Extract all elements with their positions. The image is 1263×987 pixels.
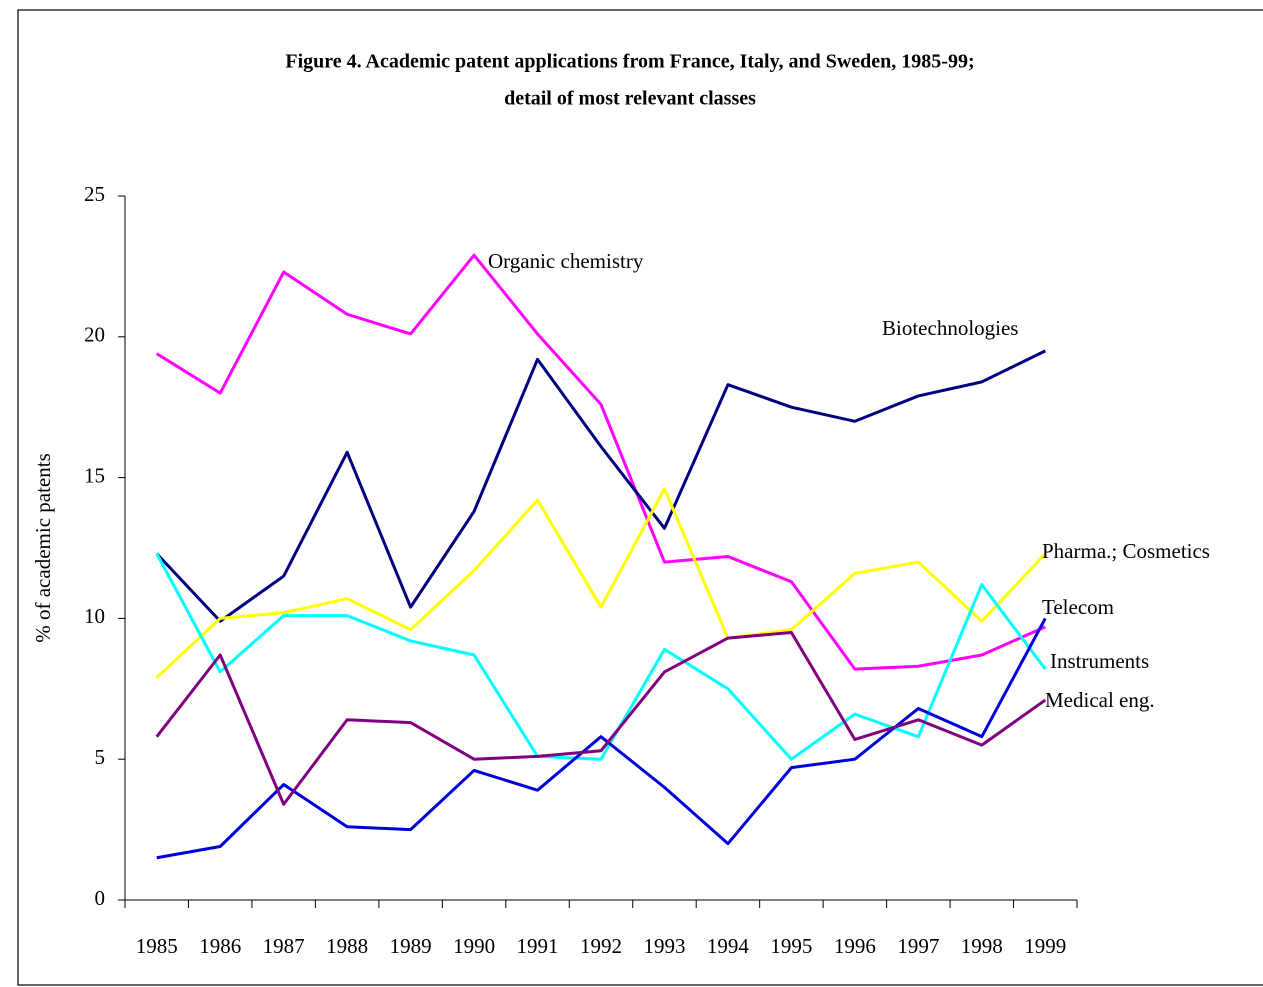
y-axis-label: % of academic patents — [31, 453, 55, 643]
chart-subtitle: detail of most relevant classes — [504, 88, 756, 110]
y-tick-label: 20 — [84, 323, 105, 347]
x-tick-label: 1989 — [390, 934, 432, 958]
x-tick-label: 1988 — [326, 934, 368, 958]
y-tick-label: 0 — [95, 886, 106, 910]
y-tick-label: 5 — [95, 745, 106, 769]
chart-frame — [17, 9, 1263, 986]
x-tick-label: 1991 — [517, 934, 559, 958]
x-tick-label: 1990 — [453, 934, 495, 958]
series-line — [155, 487, 1047, 679]
y-tick-label: 15 — [84, 463, 105, 487]
series-label: Pharma.; Cosmetics — [1042, 539, 1210, 563]
chart-title: Figure 4. Academic patent applications f… — [285, 51, 974, 73]
x-tick-label: 1993 — [643, 934, 685, 958]
y-tick-label: 25 — [84, 182, 105, 206]
series-label: Telecom — [1042, 595, 1114, 619]
series-label: Organic chemistry — [488, 249, 644, 273]
series-label: Medical eng. — [1045, 688, 1155, 712]
x-tick-label: 1994 — [707, 934, 750, 958]
series-line — [155, 630, 1047, 806]
x-tick-label: 1995 — [770, 934, 812, 958]
series-line — [155, 349, 1046, 623]
y-tick-label: 10 — [84, 604, 105, 628]
series-line — [155, 552, 1047, 761]
series-line — [156, 617, 1047, 860]
series-label: Instruments — [1050, 649, 1149, 673]
x-tick-label: 1997 — [897, 934, 939, 958]
x-tick-label: 1987 — [263, 934, 305, 958]
x-tick-label: 1986 — [199, 934, 241, 958]
x-tick-label: 1985 — [136, 934, 178, 958]
series-label: Biotechnologies — [882, 316, 1018, 340]
x-tick-label: 1998 — [961, 934, 1003, 958]
x-tick-label: 1992 — [580, 934, 622, 958]
x-tick-label: 1999 — [1024, 934, 1066, 958]
x-tick-label: 1996 — [834, 934, 876, 958]
series-line — [155, 253, 1046, 671]
